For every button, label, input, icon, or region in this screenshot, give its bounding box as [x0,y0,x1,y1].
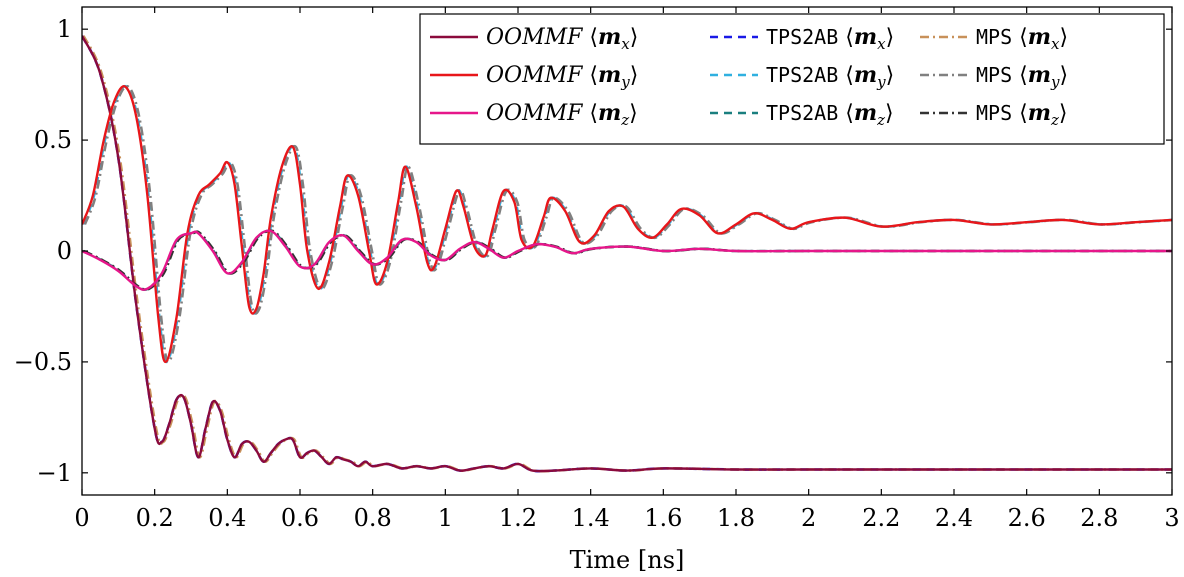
legend-box [419,13,1165,145]
plot-lines [82,35,1172,473]
x-tick-label: 1.8 [717,504,755,532]
series-line-oommf-mz [82,229,1172,291]
legend-entry-oommf-mx: OOMMF ⟨mx⟩ [486,24,638,53]
y-tick-label: −1 [37,459,72,487]
legend-entry-oommf-mz: OOMMF ⟨mz⟩ [486,100,638,129]
x-tick-label: 0 [74,504,89,532]
legend-entry-mps-my: MPS ⟨my⟩ [976,62,1068,91]
y-tick-label: 1 [57,15,72,43]
x-tick-label: 1.6 [644,504,682,532]
legend-entry-mps-mz: MPS ⟨mz⟩ [976,100,1067,129]
legend-entry-tps2ab-my: TPS2AB ⟨my⟩ [766,62,894,91]
x-tick-label: 0.8 [354,504,392,532]
x-tick-label: 1.4 [572,504,610,532]
x-tick-label: 3 [1164,504,1179,532]
x-axis-title: Time [ns] [570,546,685,574]
legend-entry-tps2ab-mx: TPS2AB ⟨mx⟩ [766,24,894,53]
x-tick-label: 0.2 [136,504,174,532]
series-line-mps-mx [82,35,1172,473]
series-line-oommf-my [82,85,1172,364]
legend: OOMMF ⟨mx⟩ OOMMF ⟨my⟩ OOMMF ⟨mz⟩ TPS2AB ⟨mx… [419,13,1165,145]
y-tick-label: 0 [57,237,72,265]
ticks: 0 0.2 0.4 0.6 0.8 1 1.2 1.4 1.6 1.8 2 2.2 2.4 2.6 2.8 3… [14,7,1180,532]
series-line-oommf-mx [82,35,1172,473]
x-tick-label: 2.6 [1008,504,1046,532]
x-tick-label: 0.4 [208,504,246,532]
y-tick-label: 0.5 [34,126,72,154]
legend-entry-oommf-my: OOMMF ⟨my⟩ [486,62,638,91]
x-tick-label: 2.4 [935,504,973,532]
legend-entry-mps-mx: MPS ⟨mx⟩ [976,24,1068,53]
x-tick-label: 1.2 [499,504,537,532]
x-tick-label: 2.8 [1080,504,1118,532]
y-tick-label: −0.5 [14,348,72,376]
x-tick-label: 1 [438,504,453,532]
x-tick-label: 0.6 [281,504,319,532]
x-tick-label: 2.2 [862,504,900,532]
legend-entry-tps2ab-mz: TPS2AB ⟨mz⟩ [766,100,894,129]
x-tick-label: 2 [801,504,816,532]
